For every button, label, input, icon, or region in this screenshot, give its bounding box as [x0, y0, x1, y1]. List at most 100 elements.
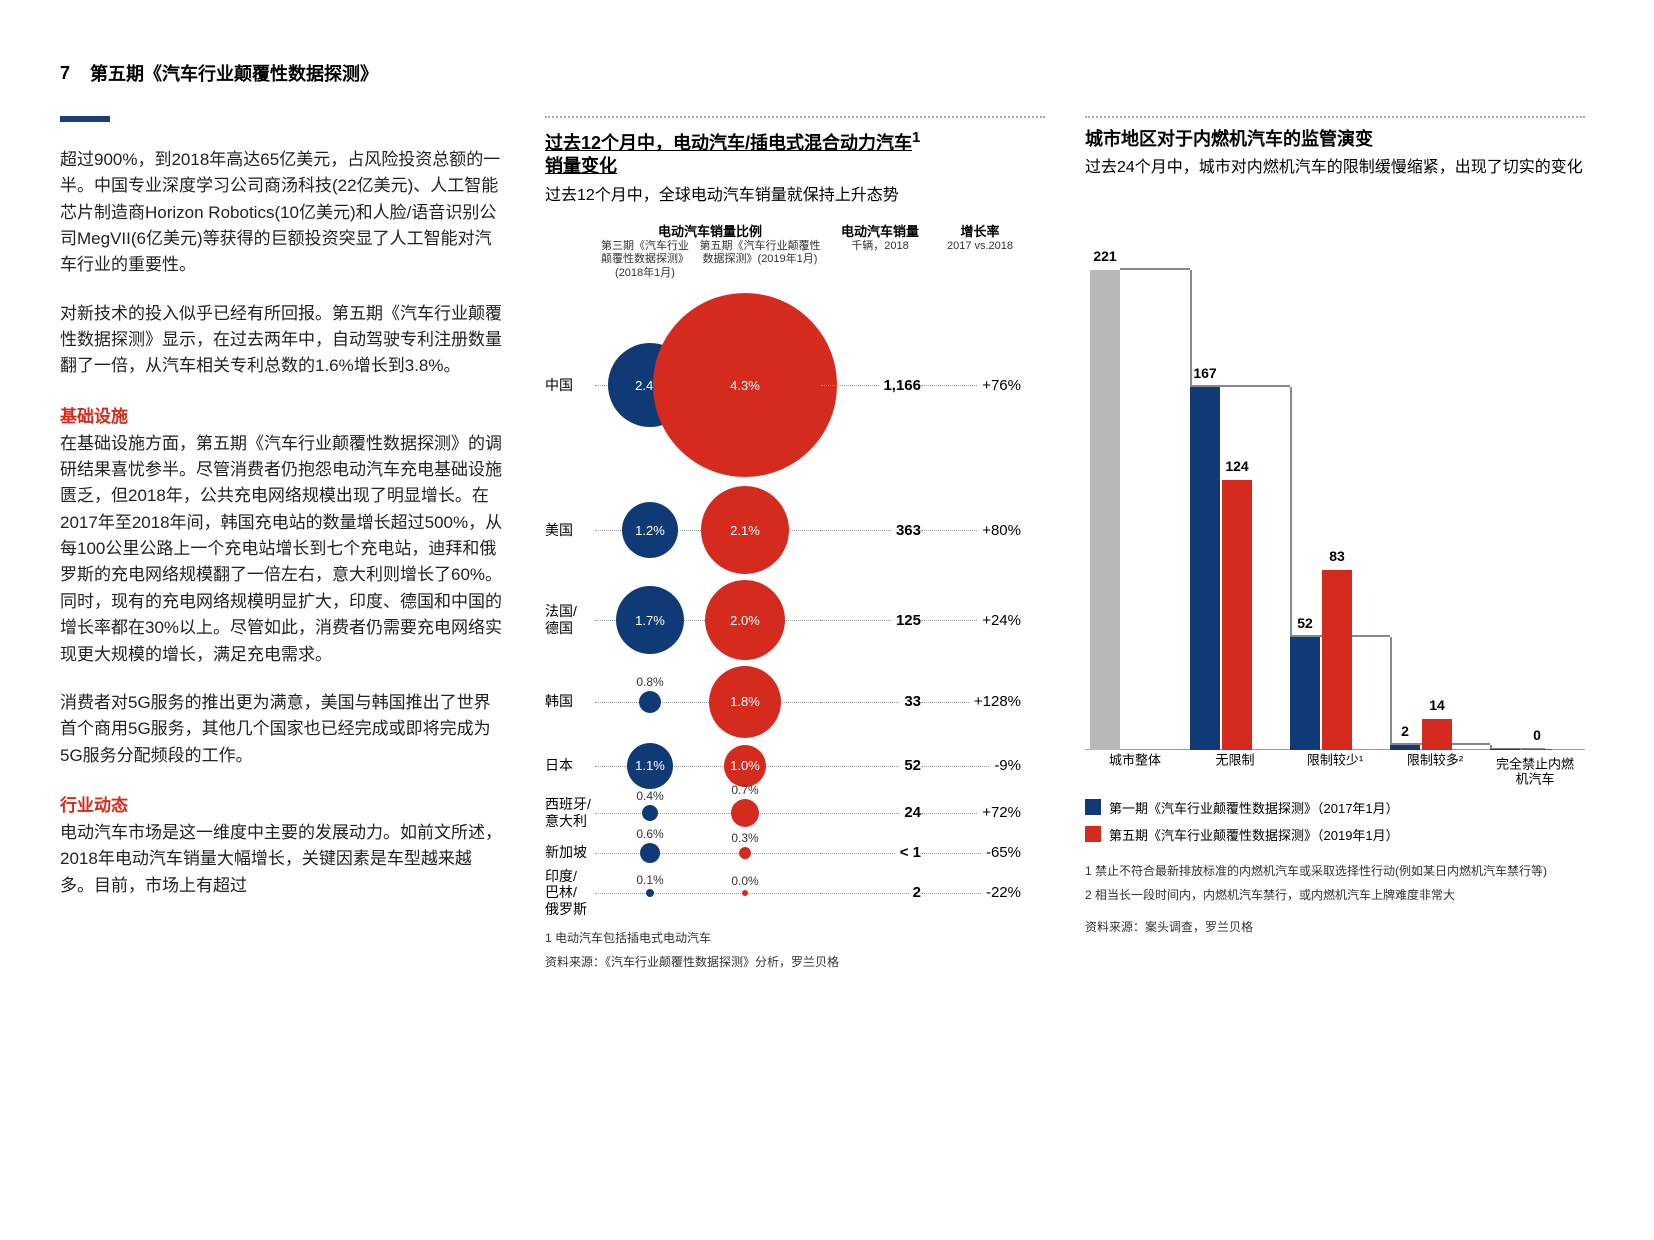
page-number: 7: [60, 63, 70, 84]
bubble-row: 西班牙/意大利0.4%0.7%24+72%: [545, 791, 1045, 835]
bubble-pair: 1.7% 2.0%: [595, 578, 825, 663]
bubble-chart-subtitle: 过去12个月中，全球电动汽车销量就保持上升态势: [545, 185, 1045, 207]
bubble-row: 法国/德国1.7%2.0%125+24%: [545, 578, 1045, 663]
sales-value: 33: [825, 693, 925, 710]
bar-group: 221城市整体: [1090, 270, 1120, 750]
bubble-row-label: 韩国: [545, 693, 595, 710]
bar: 124: [1222, 480, 1252, 749]
bar-group: 5283限制较少¹: [1290, 570, 1352, 750]
bubble-row: 印度/巴林/俄罗斯0.1%0.0%2-22%: [545, 871, 1045, 915]
bubble-pair: 0.1% 0.0%: [595, 871, 825, 915]
bar: 52: [1290, 637, 1320, 750]
subheader-2: 第五期《汽车行业颠覆性数据探测》(2019年1月): [695, 240, 825, 280]
bubble: 1.7%: [616, 586, 684, 654]
growth-value: +128%: [925, 693, 1025, 710]
bar-footnote-2: 2 相当长一段时间内，内燃机汽车禁行，或内燃机汽车上牌难度非常大: [1085, 886, 1585, 904]
bar-value-label: 0: [1522, 727, 1552, 743]
bar: 14: [1422, 719, 1452, 749]
bubble-row: 新加坡0.6%0.3%< 1-65%: [545, 835, 1045, 871]
bar-value-label: 221: [1090, 248, 1120, 264]
bar-source: 资料来源：案头调查，罗兰贝格: [1085, 918, 1585, 935]
bubble-label-above: 0.3%: [731, 831, 758, 845]
bubble-pair: 1.2%2.1%: [595, 483, 825, 578]
header-ratio: 电动汽车销量比例: [595, 221, 825, 240]
bubble-row-label: 中国: [545, 377, 595, 394]
bar-chart-plot: 221城市整体167124无限制5283限制较少¹214限制较多²0完全禁止内燃…: [1085, 210, 1585, 790]
bubble-row: 中国2.4%4.3%1,166+76%: [545, 288, 1045, 483]
bar-value-label: 14: [1422, 697, 1452, 713]
bar-category-label: 完全禁止内燃机汽车: [1490, 756, 1580, 787]
bubble-row-label: 法国/德国: [545, 603, 595, 637]
bar-value-label: 167: [1190, 365, 1220, 381]
bar-chart-title: 城市地区对于内燃机汽车的监管演变: [1085, 128, 1585, 151]
bubble: 1.0%: [724, 745, 766, 787]
bubble-label-above: 0.6%: [636, 827, 663, 841]
growth-value: -22%: [925, 884, 1025, 901]
bubble-label-above: 0.1%: [636, 873, 663, 887]
accent-bar: [60, 116, 110, 122]
bubble: 2.0%: [705, 580, 785, 660]
legend-1-text: 第一期《汽车行业颠覆性数据探测》（2017年1月）: [1109, 798, 1399, 817]
main-columns: 超过900%，到2018年高达65亿美元，占风险投资总额的一半。中国专业深度学习…: [60, 116, 1594, 970]
bar-chart-column: 城市地区对于内燃机汽车的监管演变 过去24个月中，城市对内燃机汽车的限制缓慢缩紧…: [1085, 116, 1585, 970]
section-infrastructure: 基础设施: [60, 402, 505, 427]
bubble-row-label: 美国: [545, 522, 595, 539]
bubble: 0.1%: [646, 889, 654, 897]
title-sup: 1: [912, 129, 920, 146]
header-sales: 电动汽车销量: [825, 221, 935, 240]
bar-value-label: 2: [1390, 723, 1420, 739]
left-column: 超过900%，到2018年高达65亿美元，占风险投资总额的一半。中国专业深度学习…: [60, 116, 505, 970]
bubble-label-above: 0.8%: [636, 675, 663, 689]
title-line-1: 过去12个月中，电动汽车/插电式混合动力汽车: [545, 133, 912, 153]
bubble-pair: 0.8%1.8%: [595, 663, 825, 741]
subheader-growth: 2017 vs.2018: [935, 240, 1025, 280]
bar: 83: [1322, 570, 1352, 750]
sales-value: 125: [825, 612, 925, 629]
bar: 221: [1090, 270, 1120, 750]
legend-sq-red: [1085, 826, 1101, 842]
sales-value: 24: [825, 804, 925, 821]
bubble-row: 韩国0.8%1.8%33+128%: [545, 663, 1045, 741]
sales-value: 1,166: [825, 377, 925, 394]
bar-value-label: 124: [1222, 458, 1252, 474]
sales-value: 52: [825, 757, 925, 774]
bubble-label-above: 0.4%: [636, 789, 663, 803]
body-p3: 在基础设施方面，第五期《汽车行业颠覆性数据探测》的调研结果喜忧参半。尽管消费者仍…: [60, 431, 505, 668]
bubble-row-label: 新加坡: [545, 844, 595, 861]
bubble: 0.6%: [640, 843, 660, 863]
bar-value-label: 52: [1290, 615, 1320, 631]
title-line-2: 销量变化: [545, 156, 617, 176]
legend-sq-blue: [1085, 799, 1101, 815]
bubble-pair: 0.4% 0.7%: [595, 791, 825, 835]
bubble-pair: 2.4%4.3%: [595, 288, 825, 483]
sales-value: 2: [825, 884, 925, 901]
bubble-pair: 1.1% 1.0%: [595, 741, 825, 791]
legend-2-text: 第五期《汽车行业颠覆性数据探测》（2019年1月）: [1109, 825, 1399, 844]
bubble-row: 美国1.2%2.1%363+80%: [545, 483, 1045, 578]
growth-value: +76%: [925, 377, 1025, 394]
bar-value-label: 83: [1322, 548, 1352, 564]
subheader-sales: 千辆，2018: [825, 240, 935, 280]
legend-2: 第五期《汽车行业颠覆性数据探测》（2019年1月）: [1085, 825, 1585, 844]
bar: [1490, 749, 1520, 750]
legend-1: 第一期《汽车行业颠覆性数据探测》（2017年1月）: [1085, 798, 1585, 817]
bubble: 0.0%: [742, 890, 748, 896]
bubble-col-subheaders: 第三期《汽车行业颠覆性数据探测》(2018年1月) 第五期《汽车行业颠覆性数据探…: [545, 240, 1045, 280]
bar-category-label: 无限制: [1190, 753, 1280, 769]
bubble: 1.2%: [622, 502, 678, 558]
bubble: 0.8%: [639, 691, 661, 713]
sales-value: 363: [825, 522, 925, 539]
bar-group: 214限制较多²: [1390, 719, 1452, 749]
bubble: 1.1%: [627, 743, 673, 789]
dotted-rule-2: [1085, 116, 1585, 118]
bar: 167: [1190, 387, 1220, 750]
growth-value: -9%: [925, 757, 1025, 774]
bubble-row-label: 日本: [545, 757, 595, 774]
bubble: 0.3%: [739, 847, 751, 859]
bar-group: 167124无限制: [1190, 387, 1252, 750]
document-title: 第五期《汽车行业颠覆性数据探测》: [90, 60, 378, 86]
section-industry: 行业动态: [60, 791, 505, 816]
bubble: 0.7%: [731, 799, 759, 827]
bar-category-label: 限制较多²: [1390, 753, 1480, 769]
bubble-label-above: 0.0%: [731, 874, 758, 888]
